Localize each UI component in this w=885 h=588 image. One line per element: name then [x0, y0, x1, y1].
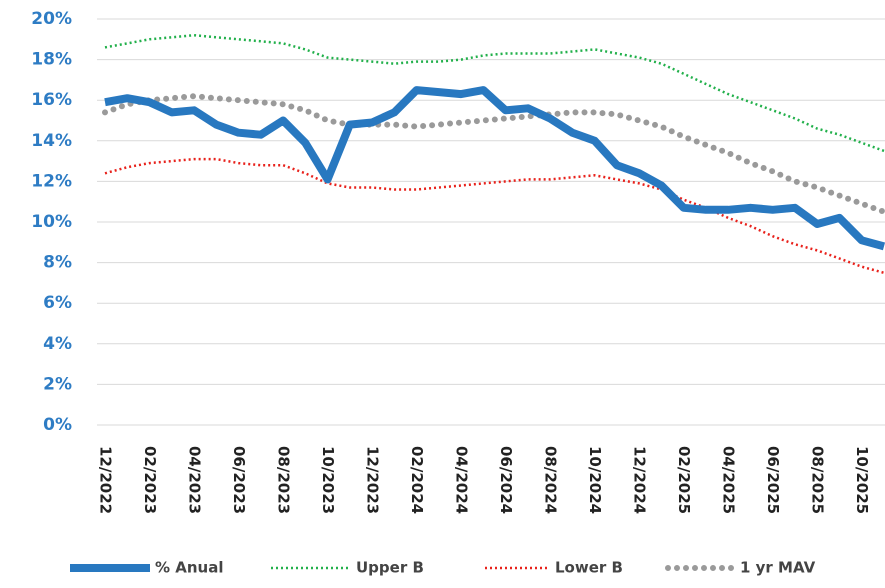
- x-tick-label: 12/2022: [97, 446, 115, 514]
- series-line: [104, 86, 885, 251]
- x-tick-label: 08/2025: [809, 446, 827, 514]
- series-line: [102, 93, 885, 215]
- legend-label: Lower B: [555, 559, 623, 577]
- x-tick-label: 02/2023: [141, 446, 159, 514]
- y-tick-label: 20%: [31, 9, 72, 29]
- series-line: [104, 157, 885, 275]
- x-tick-label: 06/2024: [497, 446, 515, 514]
- x-tick-label: 12/2024: [631, 446, 649, 514]
- y-tick-label: 14%: [31, 131, 72, 151]
- legend-label: 1 yr MAV: [740, 559, 816, 577]
- y-tick-label: 4%: [43, 334, 72, 354]
- x-tick-label: 04/2023: [186, 446, 204, 514]
- legend-label: Upper B: [356, 559, 424, 577]
- x-tick-label: 10/2023: [319, 446, 337, 514]
- y-tick-label: 16%: [31, 90, 72, 110]
- y-tick-label: 8%: [43, 253, 72, 273]
- x-tick-label: 08/2024: [542, 446, 560, 514]
- y-tick-label: 0%: [43, 415, 72, 435]
- x-tick-label: 04/2025: [720, 446, 738, 514]
- series-line: [104, 33, 885, 153]
- legend-label: % Anual: [155, 559, 223, 577]
- x-tick-label: 02/2025: [675, 446, 693, 514]
- y-tick-label: 2%: [43, 374, 72, 394]
- x-tick-label: 10/2024: [586, 446, 604, 514]
- y-tick-label: 6%: [43, 293, 72, 313]
- x-tick-label: 06/2025: [764, 446, 782, 514]
- x-tick-label: 12/2023: [364, 446, 382, 514]
- x-tick-label: 06/2023: [230, 446, 248, 514]
- y-tick-label: 10%: [31, 212, 72, 232]
- y-tick-label: 12%: [31, 171, 72, 191]
- x-tick-label: 08/2023: [275, 446, 293, 514]
- x-tick-label: 10/2025: [853, 446, 871, 514]
- x-tick-label: 04/2024: [453, 446, 471, 514]
- y-tick-label: 18%: [31, 50, 72, 70]
- x-tick-label: 02/2024: [408, 446, 426, 514]
